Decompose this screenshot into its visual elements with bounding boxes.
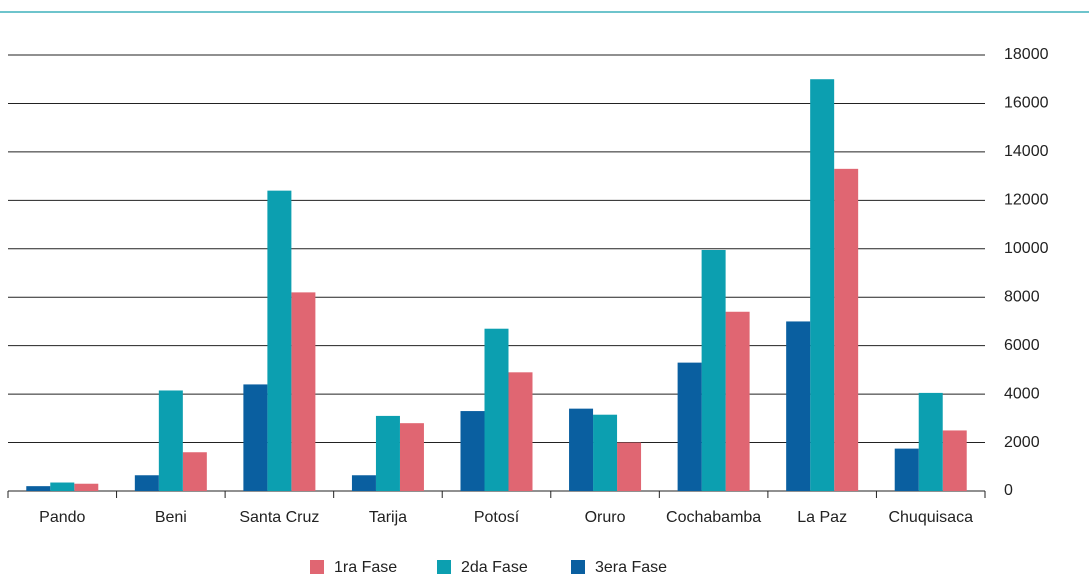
bar: [158, 390, 183, 491]
bar: [375, 415, 400, 491]
legend-swatch: [310, 560, 324, 574]
bar: [677, 362, 702, 491]
x-tick-label: La Paz: [797, 509, 847, 526]
bar: [810, 79, 835, 491]
bar: [74, 483, 99, 491]
x-tick-label: Tarija: [369, 509, 407, 526]
bar: [593, 414, 618, 491]
bar: [617, 442, 642, 491]
x-tick-label: Santa Cruz: [239, 509, 319, 526]
bar: [291, 292, 316, 491]
x-tick-label: Potosí: [474, 509, 520, 526]
y-tick-label: 4000: [1004, 385, 1040, 402]
legend-label: 1ra Fase: [334, 559, 397, 576]
bar: [484, 328, 509, 491]
bar: [399, 423, 424, 491]
bar: [569, 408, 594, 491]
legend-label: 3era Fase: [595, 559, 667, 576]
bar: [508, 372, 533, 491]
y-tick-label: 18000: [1004, 46, 1049, 63]
bar: [918, 392, 943, 491]
bar: [50, 482, 75, 491]
y-tick-label: 8000: [1004, 288, 1040, 305]
x-tick-label: Cochabamba: [666, 509, 761, 526]
legend-label: 2da Fase: [461, 559, 528, 576]
y-tick-label: 12000: [1004, 192, 1049, 209]
bar: [725, 311, 750, 491]
x-tick-label: Pando: [39, 509, 85, 526]
bar: [351, 475, 376, 491]
y-tick-label: 10000: [1004, 240, 1049, 257]
bar: [26, 486, 51, 491]
x-tick-label: Oruro: [585, 509, 626, 526]
legend-swatch: [571, 560, 585, 574]
bar: [701, 249, 726, 491]
y-tick-label: 14000: [1004, 143, 1049, 160]
x-tick-label: Beni: [155, 509, 187, 526]
x-tick-label: Chuquisaca: [888, 509, 973, 526]
y-tick-label: 2000: [1004, 434, 1040, 451]
bar: [894, 448, 919, 491]
bar: [182, 452, 207, 491]
y-tick-label: 0: [1004, 482, 1013, 499]
legend-swatch: [437, 560, 451, 574]
bar: [267, 190, 292, 491]
bar: [243, 384, 268, 491]
bar: [134, 475, 159, 491]
y-tick-label: 16000: [1004, 95, 1049, 112]
bar: [834, 168, 859, 491]
bar: [942, 430, 967, 491]
y-tick-label: 6000: [1004, 337, 1040, 354]
bar: [460, 411, 485, 491]
bar: [786, 321, 811, 491]
